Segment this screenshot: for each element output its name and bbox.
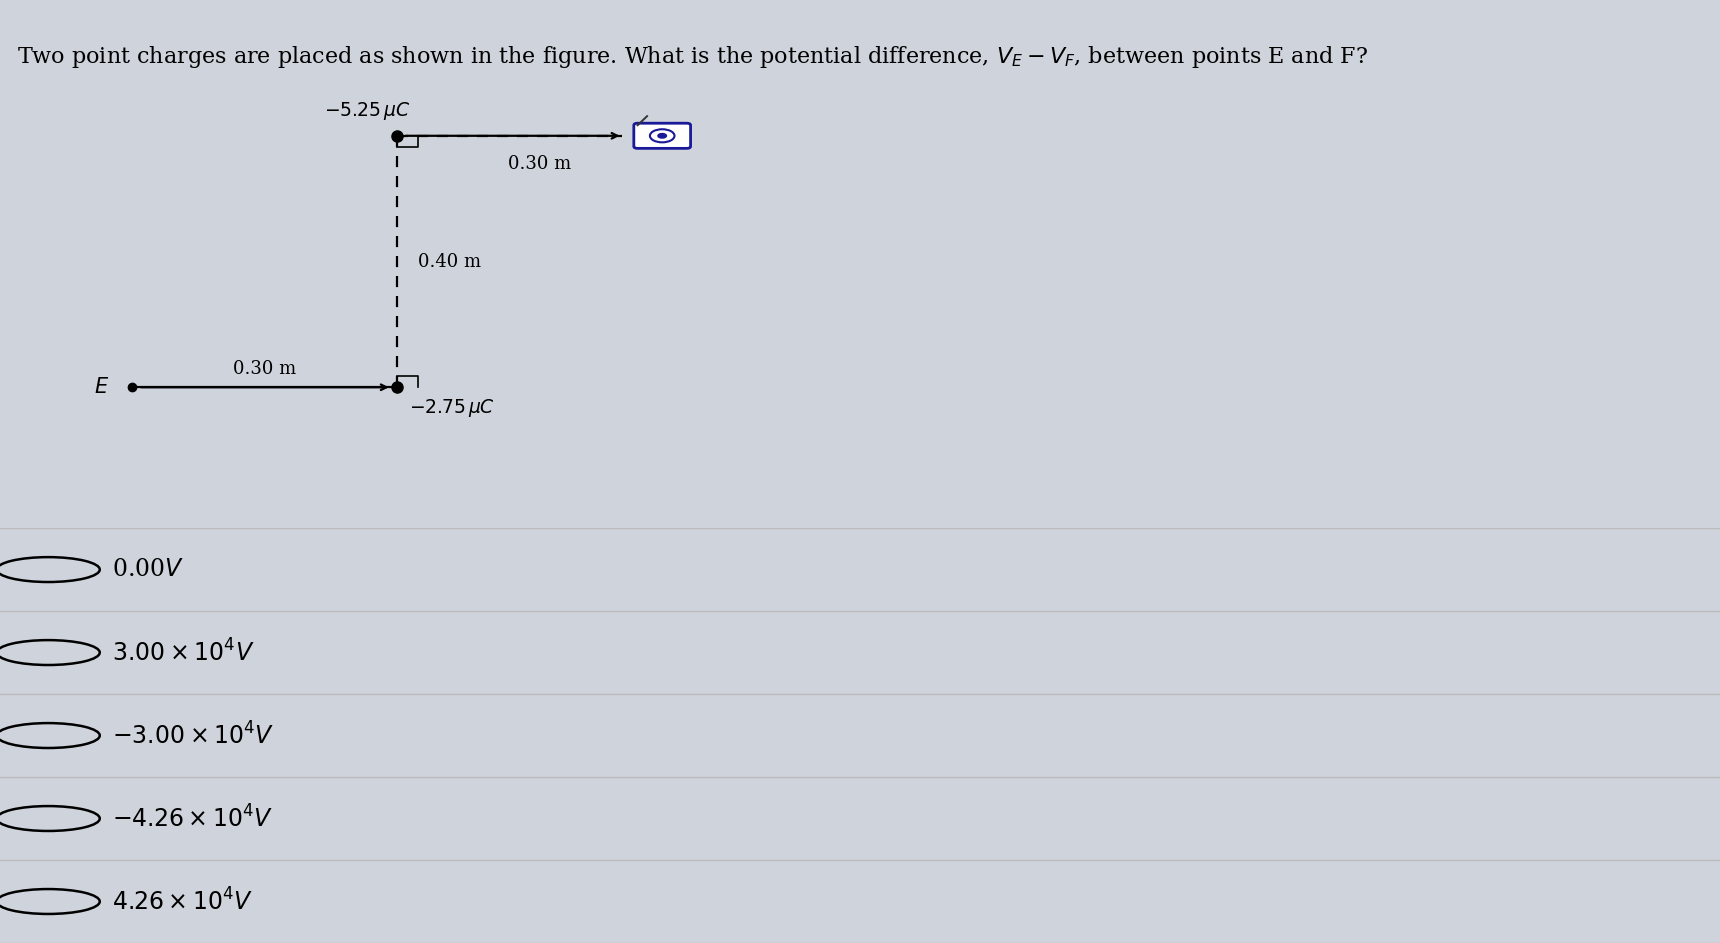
Text: 0.00$V$: 0.00$V$ <box>112 558 184 581</box>
Text: $-5.25\,\mu C$: $-5.25\,\mu C$ <box>323 100 409 122</box>
Text: $-3.00 \times 10^{4}V$: $-3.00 \times 10^{4}V$ <box>112 722 273 749</box>
Text: 0.30 m: 0.30 m <box>234 360 296 378</box>
Text: $-2.75\,\mu C$: $-2.75\,\mu C$ <box>409 397 495 420</box>
Text: 0.30 m: 0.30 m <box>507 155 571 173</box>
Circle shape <box>659 134 666 138</box>
Circle shape <box>650 129 674 142</box>
Text: $4.26 \times 10^{4}V$: $4.26 \times 10^{4}V$ <box>112 888 253 915</box>
Text: $3.00 \times 10^{4}V$: $3.00 \times 10^{4}V$ <box>112 639 255 666</box>
Text: Two point charges are placed as shown in the figure. What is the potential diffe: Two point charges are placed as shown in… <box>17 43 1369 70</box>
FancyBboxPatch shape <box>635 124 691 148</box>
Text: $-4.26 \times 10^{4}V$: $-4.26 \times 10^{4}V$ <box>112 805 273 832</box>
Text: 0.40 m: 0.40 m <box>418 253 482 271</box>
Text: $E$: $E$ <box>93 377 108 397</box>
